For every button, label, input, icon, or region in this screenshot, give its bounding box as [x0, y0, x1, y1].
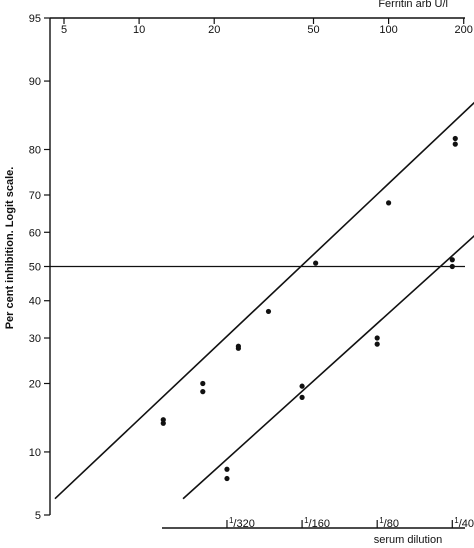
x-bottom-axis-label: serum dilution: [374, 534, 442, 546]
y-tick-label: 70: [29, 190, 41, 202]
y-tick-label: 95: [29, 13, 41, 25]
data-point-series-1: [452, 135, 458, 142]
fit-line-series-1: [54, 101, 474, 500]
axes: [49, 17, 465, 529]
y-tick-label: 20: [29, 378, 41, 390]
x-bottom-tick-label: 1/40: [454, 516, 474, 530]
data-point-series-1: [160, 417, 166, 423]
y-tick-label: 90: [29, 76, 41, 88]
x-bottom-tick-label: 1/160: [304, 516, 330, 530]
y-tick-label: 60: [29, 227, 41, 239]
x-top-tick-label: 200: [455, 24, 473, 36]
data-point-series-1: [160, 420, 166, 426]
y-tick-label: 80: [29, 145, 41, 157]
data-point-series-2: [299, 394, 305, 400]
data-points: [160, 135, 458, 482]
x-top-tick-label: 5: [61, 24, 67, 36]
data-point-series-1: [313, 260, 319, 266]
y-tick-label: 30: [29, 333, 41, 345]
data-point-series-1: [200, 389, 206, 395]
x-top-tick-label: 100: [379, 24, 397, 36]
data-point-series-1: [265, 308, 272, 315]
y-tick-label: 50: [29, 262, 41, 274]
x-bottom-tick-label: 1/80: [379, 516, 399, 530]
y-tick-label: 10: [29, 447, 41, 459]
x-bottom-tick-label: 1/320: [229, 516, 255, 530]
x-top-tick-label: 10: [133, 24, 145, 36]
fit-lines: [54, 101, 474, 500]
data-point-series-2: [449, 257, 455, 263]
data-point-series-2: [224, 466, 230, 472]
data-point-series-1: [235, 345, 241, 351]
data-point-series-2: [374, 335, 380, 341]
data-point-series-1: [200, 380, 206, 387]
y-tick-label: 5: [35, 510, 41, 522]
data-point-series-2: [374, 341, 380, 347]
x-top-axis-label: Ferritin arb U/l: [378, 0, 448, 10]
data-point-series-1: [452, 141, 458, 147]
data-point-series-2: [224, 475, 230, 482]
y-tick-label: 40: [29, 296, 41, 308]
data-point-series-2: [449, 263, 455, 270]
x-top-tick-label: 20: [208, 24, 220, 36]
x-top-tick-label: 50: [307, 24, 319, 36]
y-axis-label: Per cent inhibition. Logit scale.: [4, 167, 16, 330]
data-point-series-1: [386, 200, 392, 206]
data-point-series-2: [299, 383, 305, 389]
tick-marks: 51020304050607080909551020501002005001/3…: [29, 13, 474, 530]
fit-line-series-2: [182, 235, 474, 500]
